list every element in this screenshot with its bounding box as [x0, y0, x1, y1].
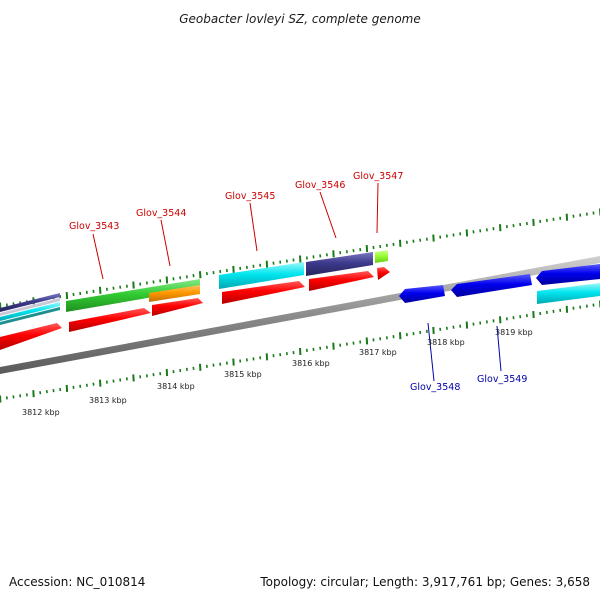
leader-glov-3546: [319, 191, 337, 239]
leader-glov-3548: [427, 322, 435, 382]
cds-glov-3548: [399, 285, 445, 303]
orange-feature: [149, 285, 200, 302]
genome-backbone: [0, 256, 600, 374]
label-glov-3546[interactable]: Glov_3546: [295, 180, 345, 191]
right-cyan-feature: [537, 283, 600, 304]
leader-glov-3547: [376, 182, 379, 234]
label-glov-3544[interactable]: Glov_3544: [136, 208, 186, 219]
left-purple-track: [0, 293, 60, 312]
kbp-label-3813: 3813 kbp: [89, 396, 127, 405]
lime-feature-3547: [375, 250, 388, 263]
label-glov-3549[interactable]: Glov_3549: [477, 374, 527, 385]
genome-summary-text: Topology: circular; Length: 3,917,761 bp…: [259, 575, 590, 589]
cds-left-partial: [0, 323, 62, 350]
kbp-label-3812: 3812 kbp: [22, 408, 60, 417]
leader-glov-3544: [160, 219, 171, 267]
label-glov-3547[interactable]: Glov_3547: [353, 171, 403, 182]
kbp-label-3816: 3816 kbp: [292, 359, 330, 368]
purple-feature-3546: [306, 252, 373, 276]
upper-tick-row: [0, 208, 600, 310]
left-cyan-track: [0, 302, 60, 321]
lower-tick-row: [0, 300, 600, 403]
cds-glov-3546: [309, 271, 374, 291]
cds-right-partial: [536, 264, 600, 285]
left-gray-track: [0, 298, 60, 316]
kbp-label-3818: 3818 kbp: [427, 338, 465, 347]
kbp-label-3817: 3817 kbp: [359, 348, 397, 357]
feature-tracks: [0, 250, 600, 374]
leader-lines: [92, 182, 502, 382]
green-feature: [66, 279, 200, 312]
cds-glov-3545: [222, 281, 305, 304]
left-teal-track: [0, 307, 60, 325]
cds-glov-3549: [451, 274, 532, 297]
cds-glov-3543: [69, 308, 151, 332]
kbp-label-3814: 3814 kbp: [157, 382, 195, 391]
cyan-feature-3545: [219, 262, 304, 289]
label-glov-3545[interactable]: Glov_3545: [225, 191, 275, 202]
kbp-label-3819: 3819 kbp: [495, 328, 533, 337]
label-glov-3548[interactable]: Glov_3548: [410, 382, 460, 393]
label-glov-3543[interactable]: Glov_3543: [69, 221, 119, 232]
cds-glov-3547: [377, 267, 390, 280]
cds-glov-3544: [152, 298, 203, 316]
kbp-label-3815: 3815 kbp: [224, 370, 262, 379]
leader-glov-3543: [92, 233, 104, 280]
leader-glov-3549: [496, 325, 502, 372]
map-title: Geobacter lovleyi SZ, complete genome: [179, 12, 421, 26]
leader-glov-3545: [249, 202, 258, 252]
accession-text: Accession: NC_010814: [9, 575, 145, 589]
